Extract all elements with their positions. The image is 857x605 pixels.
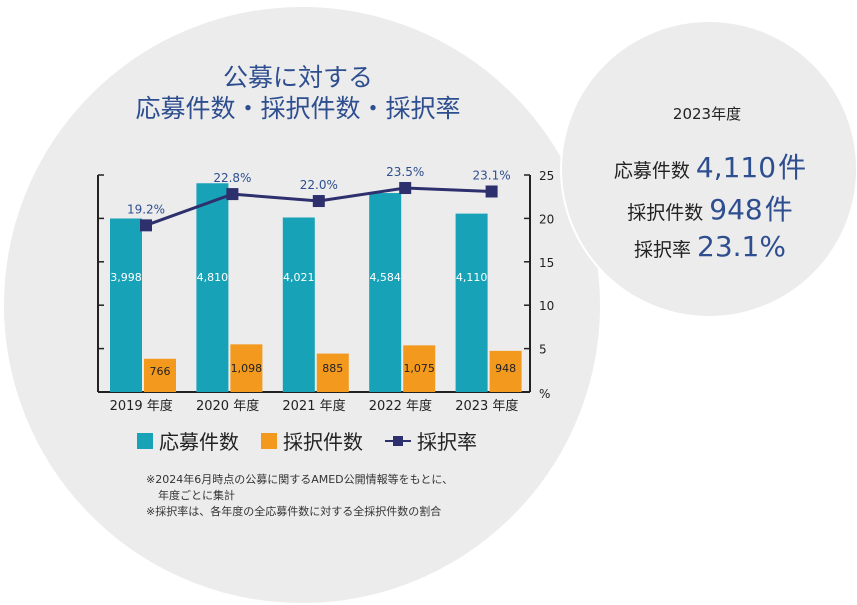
- legend-swatch-adopted: [261, 432, 277, 449]
- summary-year: 2023年度: [672, 105, 742, 123]
- summary-label-applications: 応募件数: [613, 160, 690, 182]
- point-label-rate: 19.2%: [127, 202, 165, 216]
- summary-label-adopted: 採択件数: [627, 202, 704, 224]
- legend-swatch-applications: [137, 432, 153, 449]
- point-label-rate: 23.1%: [473, 168, 511, 182]
- legend-label-rate: 採択率: [417, 430, 477, 454]
- bar-applications: [369, 193, 402, 392]
- bar-adopted: [144, 358, 176, 392]
- chart-title-line-2: 応募件数・採択件数・採択率: [135, 94, 461, 123]
- summary-value-rate: 23.1%: [697, 230, 786, 263]
- point-label-rate: 22.0%: [300, 178, 338, 192]
- summary-value-adopted: 948: [709, 193, 763, 226]
- bar-label-applications: 4,110: [456, 271, 488, 284]
- bar-adopted: [489, 350, 522, 392]
- bar-applications: [282, 217, 315, 392]
- summary-row-rate: 採択率 23.1%: [600, 230, 820, 263]
- bar-label-applications: 4,584: [369, 271, 401, 284]
- footnote-1-cont: 年度ごとに集計: [158, 489, 235, 502]
- summary-unit-applications: 件: [778, 151, 807, 184]
- summary-unit-adopted: 件: [764, 193, 793, 226]
- summary-label-rate: 採択率: [634, 239, 692, 261]
- point-rate: [485, 185, 498, 198]
- summary-circle-panel: [560, 20, 857, 318]
- bar-applications: [455, 213, 488, 392]
- chart-title-line-1: 公募に対する: [222, 63, 373, 92]
- bar-adopted: [316, 353, 349, 392]
- y-right-tick-label: 10: [539, 299, 554, 313]
- legend-swatch-rate: [385, 433, 411, 449]
- bar-applications: [110, 218, 142, 392]
- bar-adopted: [230, 344, 263, 392]
- bar-label-adopted: 948: [495, 362, 516, 375]
- legend-item-rate: 採択率: [385, 426, 477, 455]
- legend-label-adopted: 採択件数: [283, 430, 363, 454]
- summary-row-applications: 応募件数 4,110 件: [600, 146, 820, 186]
- legend-item-applications: 応募件数: [137, 426, 239, 455]
- bar-label-adopted: 1,075: [403, 362, 435, 375]
- footnote-1: ※2024年6月時点の公募に関するAMED公開情報等をもとに、: [146, 473, 454, 486]
- point-rate: [226, 188, 239, 201]
- summary-row-adopted: 採択件数 948 件: [600, 188, 820, 228]
- point-rate: [140, 219, 152, 232]
- footnote-2: ※採択率は、各年度の全応募件数に対する全採択件数の割合: [146, 505, 442, 518]
- point-label-rate: 23.5%: [386, 165, 424, 179]
- y-right-tick-label: 20: [539, 212, 554, 226]
- bar-label-adopted: 885: [322, 362, 343, 375]
- y-right-tick-label: 5: [539, 343, 547, 357]
- chart-legend: 応募件数 採択件数 採択率: [137, 426, 499, 455]
- bar-label-adopted: 766: [150, 365, 171, 378]
- bar-label-applications: 4,021: [283, 271, 315, 284]
- x-tick-label: 2019 年度: [110, 398, 173, 414]
- x-tick-label: 2020 年度: [196, 398, 259, 414]
- bar-label-applications: 3,998: [110, 271, 142, 284]
- bar-label-adopted: 1,098: [231, 362, 263, 375]
- bar-applications: [196, 183, 229, 392]
- y-right-unit-label: %: [539, 387, 550, 401]
- x-tick-label: 2023 年度: [455, 398, 518, 414]
- y-right-tick-label: 25: [539, 169, 554, 183]
- legend-label-applications: 応募件数: [159, 430, 239, 454]
- point-rate: [312, 195, 325, 208]
- point-label-rate: 22.8%: [213, 171, 251, 185]
- y-right-tick-label: 15: [539, 256, 554, 270]
- legend-item-adopted: 採択件数: [261, 426, 363, 455]
- point-rate: [399, 182, 412, 195]
- x-tick-label: 2022 年度: [369, 398, 432, 414]
- bar-label-applications: 4,810: [197, 271, 229, 284]
- x-tick-label: 2021 年度: [282, 398, 345, 414]
- bar-adopted: [403, 345, 436, 392]
- summary-value-applications: 4,110: [695, 151, 777, 184]
